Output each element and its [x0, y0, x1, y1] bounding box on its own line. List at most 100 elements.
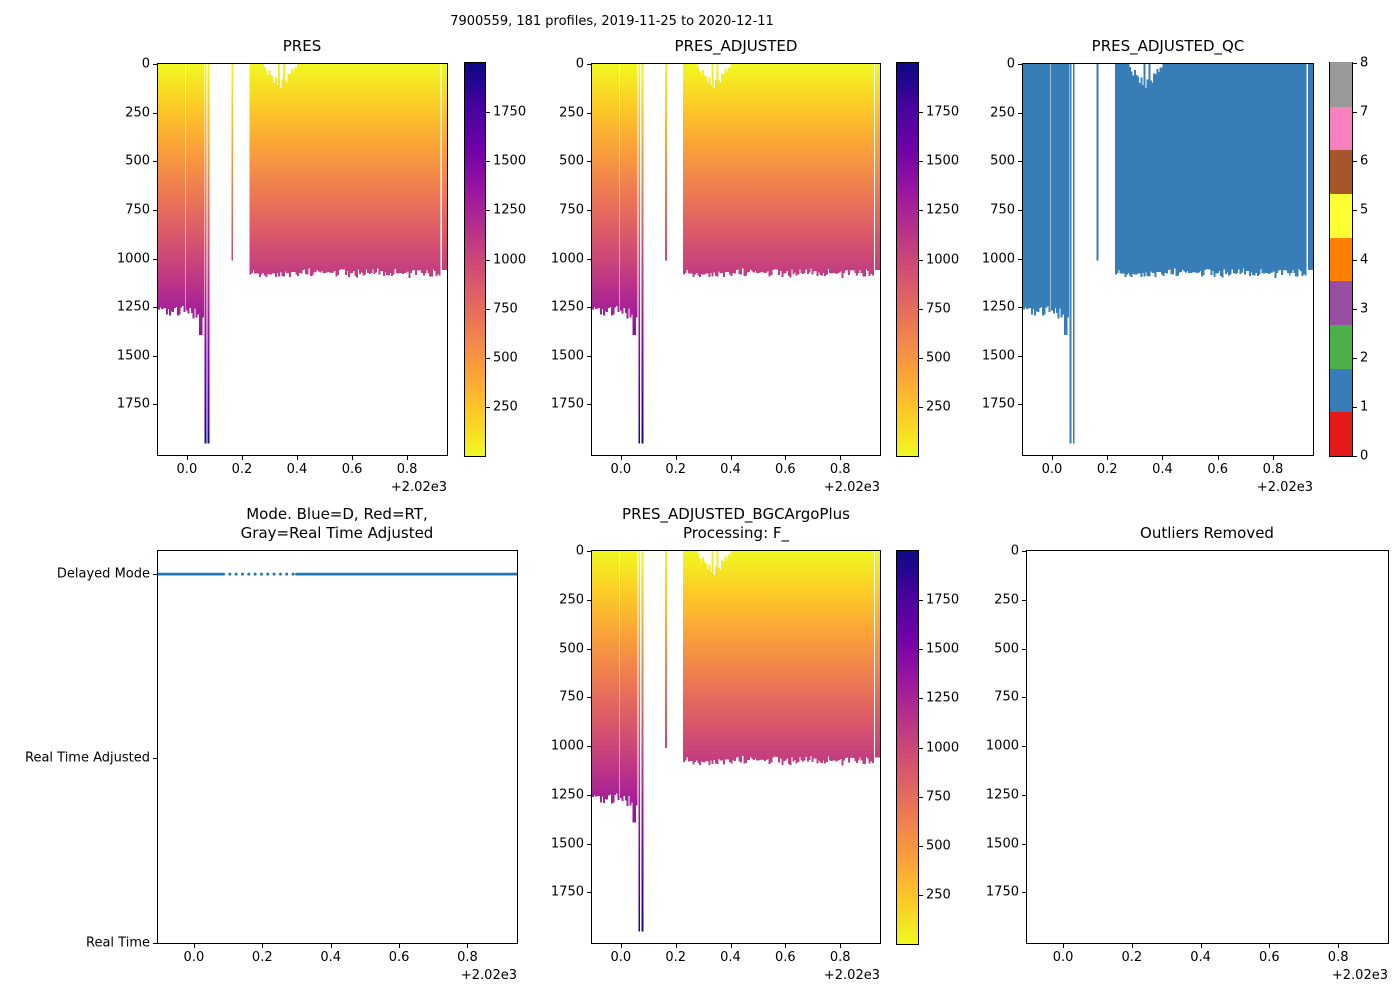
qc-colorbar-tick-label: 7	[1360, 104, 1369, 120]
title-pres-adjusted: PRES_ADJUSTED	[674, 37, 798, 55]
y-tick-label: 1500	[116, 348, 150, 364]
y-tick-mark	[1022, 697, 1026, 699]
x-tick-label: 0.6	[341, 462, 363, 477]
y-tick-label: 1750	[985, 884, 1019, 900]
x-tick-label: 0.8	[829, 462, 851, 477]
y-tick-label: 750	[125, 202, 150, 218]
y-tick-mark	[1018, 209, 1022, 211]
x-tick-mark	[1338, 944, 1340, 948]
x-tick-mark	[620, 456, 622, 460]
colorbar-tick-mark	[486, 357, 490, 359]
pres-adjusted-qc-heatmap	[1023, 64, 1313, 444]
y-tick-label: 0	[1006, 56, 1015, 72]
x-tick-mark	[296, 456, 298, 460]
qc-colorbar-tick-label: 2	[1360, 350, 1369, 366]
y-tick-mark	[153, 404, 157, 406]
x-tick-mark	[352, 456, 354, 460]
colorbar-tick-label: 250	[926, 887, 951, 903]
colorbar-tick-mark	[919, 894, 923, 896]
x-axis-offset-label: +2.02e3	[460, 968, 517, 983]
y-tick-mark	[1018, 161, 1022, 163]
colorbar-tick-mark	[919, 845, 923, 847]
colorbar-bgc	[896, 550, 919, 945]
pres-heatmap	[158, 64, 447, 444]
x-tick-label: 0.2	[231, 462, 253, 477]
x-tick-mark	[1052, 456, 1053, 460]
y-tick-mark	[153, 161, 157, 163]
y-tick-mark	[1022, 551, 1026, 552]
colorbar-tick-mark	[919, 161, 923, 163]
y-tick-label: 0	[1010, 543, 1019, 559]
y-tick-label: 500	[559, 153, 584, 169]
x-axis-offset-label: +2.02e3	[390, 480, 447, 495]
x-tick-mark	[1269, 944, 1271, 948]
x-tick-mark	[675, 944, 677, 948]
colorbar-pres	[464, 62, 486, 457]
figure-suptitle: 7900559, 181 profiles, 2019-11-25 to 202…	[450, 14, 774, 29]
subplot-outliers-removed	[1026, 550, 1389, 944]
colorbar-tick-mark	[919, 357, 923, 359]
subplot-pres	[157, 63, 448, 456]
title-pres: PRES	[282, 37, 322, 55]
x-tick-label: 0.2	[665, 950, 686, 965]
qc-colorbar-tick-label: 8	[1360, 55, 1369, 71]
qc-colorbar-tick-mark	[1353, 456, 1357, 457]
pres-adjusted-heatmap	[592, 64, 880, 444]
colorbar-tick-label: 1000	[926, 252, 960, 267]
y-tick-mark	[587, 404, 591, 406]
y-tick-label: 1000	[985, 738, 1019, 754]
x-axis-offset-label: +2.02e3	[1331, 968, 1388, 983]
colorbar-tick-mark	[486, 112, 490, 114]
x-tick-label: 0.2	[1096, 462, 1118, 477]
y-tick-mark	[1022, 794, 1026, 796]
x-axis-offset-label: +2.02e3	[823, 968, 880, 983]
subplot-pres-adjusted-bgc	[591, 550, 881, 944]
y-tick-mark	[153, 758, 157, 760]
colorbar-pres-adjusted	[896, 62, 919, 457]
x-tick-label: 0.4	[320, 950, 341, 965]
colorbar-tick-label: 250	[926, 399, 951, 415]
y-tick-mark	[1022, 843, 1026, 845]
colorbar-tick-label: 1250	[926, 690, 960, 706]
y-tick-mark	[587, 112, 591, 114]
title-bgc-line2: Processing: F_	[682, 524, 790, 542]
y-tick-mark	[587, 209, 591, 211]
y-tick-label: 1000	[550, 251, 584, 267]
colorbar-tick-mark	[919, 796, 923, 798]
x-tick-mark	[467, 944, 469, 948]
y-tick-label: 250	[559, 105, 584, 121]
colorbar-tick-mark	[919, 112, 923, 114]
x-tick-label: 0.8	[1327, 950, 1349, 965]
qc-colorbar-segment-4	[1330, 236, 1352, 282]
y-tick-label: 250	[994, 592, 1019, 608]
colorbar-tick-mark	[919, 698, 923, 700]
mode-line-plot	[158, 572, 517, 576]
x-axis-offset-label: +2.02e3	[1256, 480, 1313, 495]
colorbar-tick-label: 1250	[926, 202, 960, 218]
qc-colorbar-tick-mark	[1353, 357, 1357, 359]
colorbar-tick-label: 250	[493, 399, 518, 415]
pres-adjusted-bgc-heatmap	[592, 551, 880, 932]
x-tick-label: 0.0	[610, 950, 632, 965]
y-tick-label: 750	[559, 689, 584, 705]
mode-category-label: Real Time Adjusted	[25, 750, 150, 766]
y-tick-label: 0	[141, 56, 150, 72]
qc-colorbar-segment-7	[1330, 105, 1352, 151]
colorbar-tick-label: 1500	[926, 641, 960, 657]
x-tick-mark	[675, 456, 677, 460]
x-tick-mark	[730, 456, 732, 460]
y-tick-mark	[587, 355, 591, 357]
y-tick-mark	[1022, 892, 1026, 894]
x-tick-mark	[730, 944, 732, 948]
y-tick-label: 1250	[550, 299, 584, 315]
x-tick-mark	[620, 944, 622, 948]
y-tick-label: 500	[125, 153, 150, 169]
y-tick-label: 250	[990, 105, 1015, 121]
y-tick-label: 1000	[116, 251, 150, 267]
colorbar-tick-label: 1750	[926, 104, 960, 120]
colorbar-tick-label: 1000	[926, 740, 960, 755]
y-tick-mark	[1018, 404, 1022, 406]
colorbar-tick-mark	[919, 210, 923, 212]
qc-colorbar-segment-0	[1330, 411, 1352, 456]
y-tick-mark	[1018, 355, 1022, 357]
